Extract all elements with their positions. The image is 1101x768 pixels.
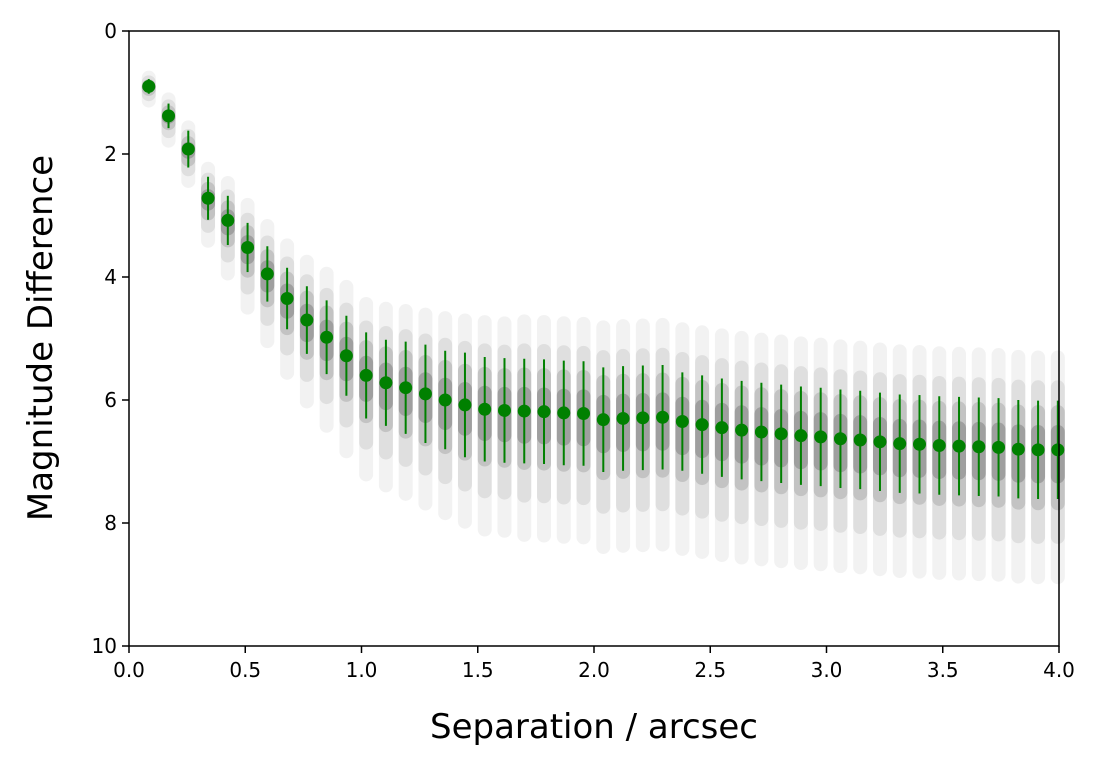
data-point [893, 437, 907, 451]
data-point [833, 432, 847, 446]
data-point [181, 142, 195, 156]
data-point [735, 423, 749, 437]
data-point [517, 404, 531, 418]
x-tick-label: 3.5 [927, 658, 959, 682]
data-point [1031, 443, 1045, 457]
x-tick-label: 2.0 [578, 658, 610, 682]
x-axis-label: Separation / arcsec [430, 707, 758, 747]
data-point [873, 435, 887, 449]
data-point [656, 410, 670, 424]
x-tick-label: 4.0 [1043, 658, 1075, 682]
data-point [695, 418, 709, 432]
data-point [300, 313, 314, 327]
y-axis-label: Magnitude Difference [21, 155, 61, 521]
data-point [497, 403, 511, 417]
data-point [596, 413, 610, 427]
data-point [774, 427, 788, 441]
data-point [241, 240, 255, 254]
data-point [221, 213, 235, 227]
data-point [1051, 443, 1065, 457]
x-tick-label: 1.5 [462, 658, 494, 682]
data-point [577, 407, 591, 421]
data-point [616, 411, 630, 425]
y-tick-label: 0 [104, 19, 117, 43]
data-point [162, 109, 176, 123]
data-point [932, 439, 946, 453]
data-point [853, 433, 867, 447]
x-tick-label: 0.5 [229, 658, 261, 682]
y-axis-ticks: 0 2 4 6 8 10 [92, 19, 129, 658]
data-point [280, 292, 294, 306]
data-point [359, 368, 373, 382]
y-tick-label: 4 [104, 265, 117, 289]
x-tick-label: 3.0 [811, 658, 843, 682]
data-point [913, 437, 926, 451]
data-point [320, 330, 334, 344]
data-point [438, 393, 452, 407]
data-point [952, 439, 966, 453]
data-point [339, 349, 353, 363]
data-point [418, 387, 432, 401]
y-tick-label: 8 [104, 511, 117, 535]
x-axis-ticks: 0.0 0.5 1.0 1.5 2.0 2.5 3.0 3.5 4.0 [113, 646, 1075, 682]
data-point [142, 79, 156, 93]
data-point [260, 267, 274, 281]
data-point [379, 376, 393, 390]
data-point [715, 421, 729, 435]
data-point [675, 415, 689, 429]
data-point [201, 191, 215, 205]
data-point [458, 398, 472, 412]
data-point [636, 411, 650, 425]
x-tick-label: 2.5 [694, 658, 726, 682]
x-tick-label: 0.0 [113, 658, 145, 682]
data-point [1011, 442, 1025, 456]
data-point [399, 381, 413, 395]
y-tick-label: 10 [92, 634, 117, 658]
data-point [754, 425, 768, 439]
data-point [814, 430, 828, 444]
data-point [992, 440, 1006, 454]
y-tick-label: 2 [104, 142, 117, 166]
x-tick-label: 1.0 [346, 658, 378, 682]
data-point [972, 440, 986, 454]
data-point [794, 429, 808, 443]
data-point [537, 405, 551, 419]
data-point [557, 406, 571, 420]
data-point [478, 402, 492, 416]
y-tick-label: 6 [104, 388, 117, 412]
median-points [142, 79, 1065, 457]
